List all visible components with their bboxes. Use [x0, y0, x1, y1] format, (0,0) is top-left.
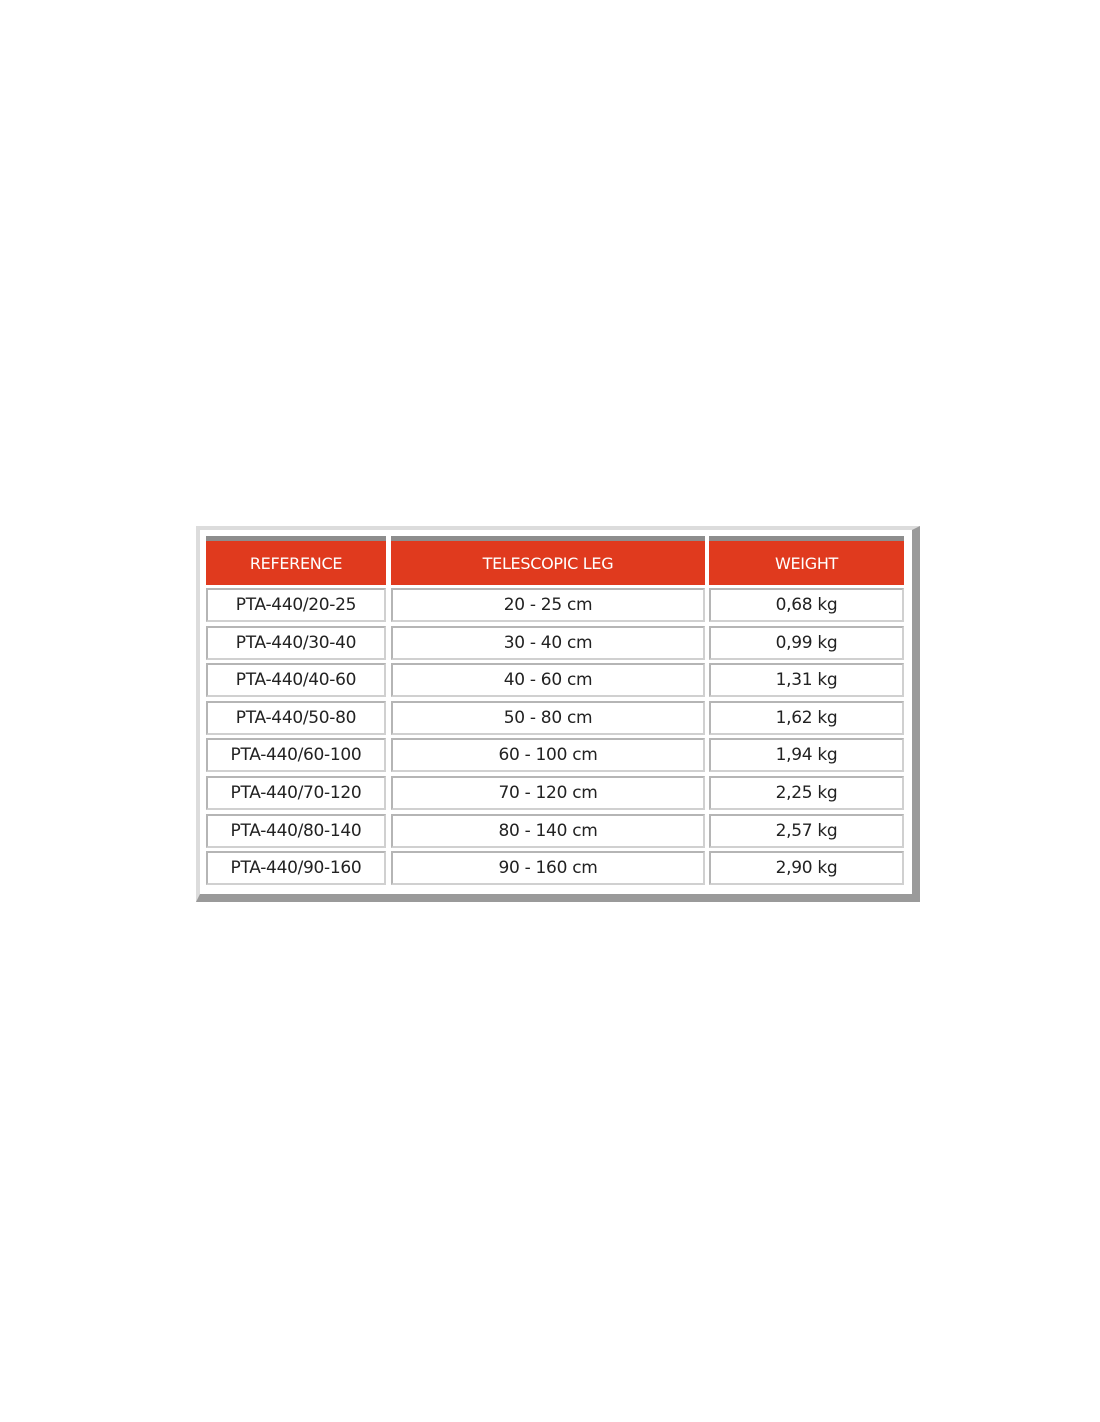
cell-reference: PTA-440/90-160 — [206, 851, 386, 886]
cell-reference: PTA-440/70-120 — [206, 776, 386, 810]
header-telescopic-leg: TELESCOPIC LEG — [391, 536, 705, 585]
cell-reference: PTA-440/30-40 — [206, 625, 386, 660]
cell-reference: PTA-440/20-25 — [206, 588, 386, 622]
cell-telescopic-leg: 60 - 100 cm — [391, 738, 705, 773]
header-reference: REFERENCE — [206, 536, 386, 585]
cell-telescopic-leg: 20 - 25 cm — [391, 588, 705, 622]
header-weight: WEIGHT — [709, 536, 904, 585]
cell-weight: 0,68 kg — [709, 588, 904, 622]
cell-weight: 2,57 kg — [709, 813, 904, 848]
cell-telescopic-leg: 50 - 80 cm — [391, 700, 705, 735]
cell-weight: 1,31 kg — [709, 663, 904, 698]
cell-telescopic-leg: 90 - 160 cm — [391, 851, 705, 886]
cell-reference: PTA-440/40-60 — [206, 663, 386, 698]
cell-reference: PTA-440/60-100 — [206, 738, 386, 773]
cell-telescopic-leg: 40 - 60 cm — [391, 663, 705, 698]
cell-weight: 0,99 kg — [709, 625, 904, 660]
spec-table: REFERENCE TELESCOPIC LEG WEIGHT PTA-440/20-… — [196, 526, 920, 902]
cell-reference: PTA-440/50-80 — [206, 700, 386, 735]
cell-telescopic-leg: 30 - 40 cm — [391, 625, 705, 660]
cell-telescopic-leg: 80 - 140 cm — [391, 813, 705, 848]
cell-weight: 2,90 kg — [709, 851, 904, 886]
cell-reference: PTA-440/80-140 — [206, 813, 386, 848]
cell-weight: 2,25 kg — [709, 776, 904, 810]
cell-weight: 1,94 kg — [709, 738, 904, 773]
cell-weight: 1,62 kg — [709, 700, 904, 735]
cell-telescopic-leg: 70 - 120 cm — [391, 776, 705, 810]
